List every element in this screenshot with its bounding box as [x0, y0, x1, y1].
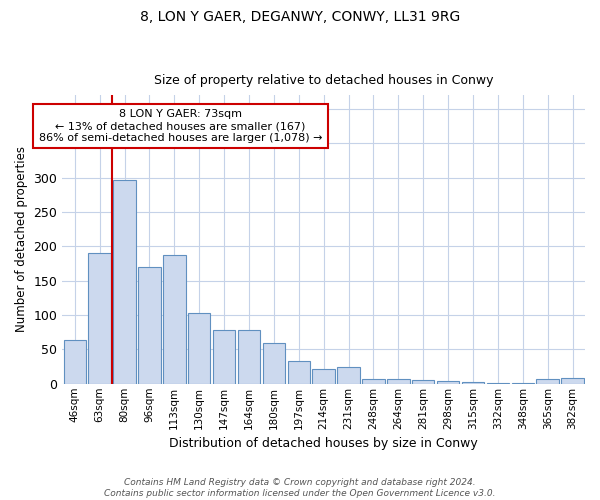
Bar	[263, 342, 285, 384]
Bar	[462, 382, 484, 384]
Y-axis label: Number of detached properties: Number of detached properties	[15, 146, 28, 332]
Bar	[138, 267, 161, 384]
Bar	[362, 379, 385, 384]
Bar	[64, 340, 86, 384]
Bar	[412, 380, 434, 384]
Bar	[337, 368, 360, 384]
X-axis label: Distribution of detached houses by size in Conwy: Distribution of detached houses by size …	[169, 437, 478, 450]
Bar	[238, 330, 260, 384]
Bar	[487, 383, 509, 384]
Bar	[188, 313, 211, 384]
Bar	[213, 330, 235, 384]
Bar	[512, 383, 534, 384]
Bar	[287, 361, 310, 384]
Bar	[437, 381, 460, 384]
Text: Contains HM Land Registry data © Crown copyright and database right 2024.
Contai: Contains HM Land Registry data © Crown c…	[104, 478, 496, 498]
Text: 8, LON Y GAER, DEGANWY, CONWY, LL31 9RG: 8, LON Y GAER, DEGANWY, CONWY, LL31 9RG	[140, 10, 460, 24]
Bar	[387, 379, 410, 384]
Bar	[562, 378, 584, 384]
Bar	[113, 180, 136, 384]
Bar	[163, 254, 185, 384]
Bar	[88, 253, 111, 384]
Bar	[536, 379, 559, 384]
Bar	[313, 368, 335, 384]
Title: Size of property relative to detached houses in Conwy: Size of property relative to detached ho…	[154, 74, 493, 87]
Text: 8 LON Y GAER: 73sqm
← 13% of detached houses are smaller (167)
86% of semi-detac: 8 LON Y GAER: 73sqm ← 13% of detached ho…	[39, 110, 322, 142]
